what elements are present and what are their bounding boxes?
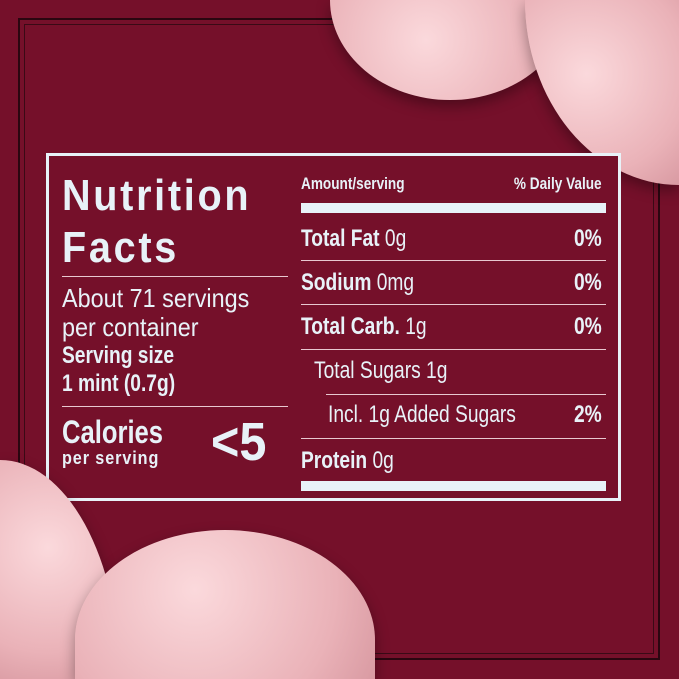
serving-size-value: 1 mint (0.7g)	[62, 370, 176, 397]
dv-total-fat: 0%	[574, 225, 602, 252]
row-total-fat: Total Fat 0g	[301, 225, 407, 252]
dv-header: % Daily Value	[514, 174, 602, 193]
serving-size-label: Serving size	[62, 342, 175, 369]
divider	[301, 304, 606, 305]
calories-sub: per serving	[62, 448, 160, 468]
divider	[301, 349, 606, 350]
calories-value: <5	[211, 412, 267, 472]
thick-bar	[301, 203, 606, 213]
row-total-carb: Total Carb. 1g	[301, 313, 427, 340]
title-line1: Nutrition	[62, 171, 252, 220]
dv-total-carb: 0%	[574, 313, 602, 340]
divider	[301, 260, 606, 261]
title-line2: Facts	[62, 223, 179, 272]
thick-bar-bottom	[301, 481, 606, 491]
divider	[326, 394, 606, 395]
nutrition-facts-panel: Nutrition Facts About 71 servings per co…	[46, 153, 621, 501]
calories-label: Calories	[62, 414, 164, 450]
dv-added-sugars: 2%	[574, 401, 602, 428]
amount-header: Amount/serving	[301, 174, 405, 193]
row-protein: Protein 0g	[301, 447, 394, 474]
dv-sodium: 0%	[574, 269, 602, 296]
servings-text: About 71 servings	[62, 283, 250, 313]
divider	[62, 406, 288, 407]
row-total-sugars: Total Sugars 1g	[314, 357, 448, 384]
divider	[301, 438, 606, 439]
row-added-sugars: Incl. 1g Added Sugars	[328, 401, 516, 428]
row-sodium: Sodium 0mg	[301, 269, 415, 296]
divider	[62, 276, 288, 277]
servings-text-2: per container	[62, 312, 199, 342]
